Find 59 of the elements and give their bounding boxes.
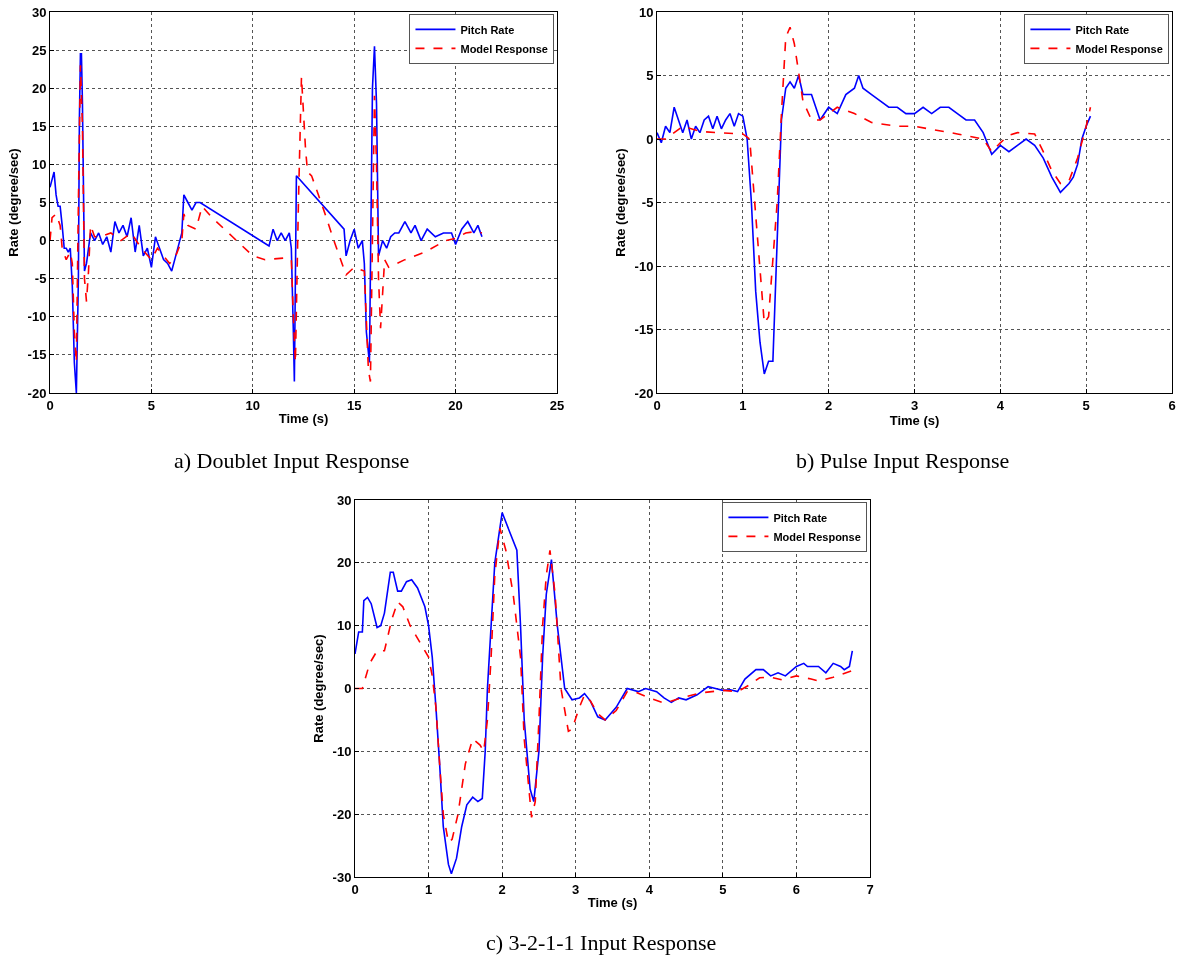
y-tick-label: 10	[31, 156, 47, 172]
y-tick-label: 20	[336, 555, 352, 571]
y-tick-label: 0	[344, 681, 352, 697]
x-tick-label: 15	[346, 397, 362, 413]
x-tick-label: 5	[719, 881, 727, 897]
text: b) Pulse Input Response	[796, 448, 1010, 473]
line-series	[657, 74, 1092, 375]
y-tick-label: -15	[634, 322, 654, 338]
y-tick-label: 30	[336, 492, 352, 508]
x-tick-label: 5	[147, 397, 156, 413]
y-tick-label: 0	[39, 233, 47, 249]
y-tick-label: -20	[332, 806, 352, 822]
x-tick-label: 6	[1168, 397, 1176, 413]
x-tick-label: 1	[424, 881, 433, 897]
y-axis-title: Rate (degree/sec)	[612, 148, 628, 257]
x-axis-title: Time (s)	[278, 411, 329, 427]
y-axis-title: Rate (degree/sec)	[5, 148, 21, 257]
y-tick-label: 15	[31, 118, 47, 134]
x-tick-label: 2	[498, 881, 506, 897]
y-tick-label: -20	[634, 385, 654, 401]
text: a) Doublet Input Response	[174, 448, 410, 473]
y-tick-label: 30	[31, 4, 47, 20]
x-tick-label: 1	[739, 397, 747, 413]
y-tick-label: -10	[634, 258, 654, 274]
x-tick-label: 20	[448, 397, 463, 413]
y-tick-label: 10	[336, 618, 352, 634]
x-tick-label: 7	[866, 881, 874, 897]
x-tick-label: 4	[996, 397, 1005, 413]
y-tick-label: -5	[34, 271, 47, 287]
x-tick-label: 4	[645, 881, 654, 897]
y-tick-label: -10	[27, 309, 47, 325]
x-tick-label: 3	[910, 397, 919, 413]
y-tick-label: 25	[31, 42, 47, 58]
x-tick-label: 3	[572, 881, 580, 897]
y-tick-label: -30	[332, 869, 352, 885]
y-axis-title: Rate (degree/sec)	[310, 634, 326, 743]
legend-label: Pitch Rate	[1075, 23, 1130, 36]
y-tick-label: -5	[641, 195, 654, 211]
y-tick-label: 10	[638, 4, 654, 20]
legend-label: Model Response	[1075, 42, 1163, 55]
y-tick-label: 5	[39, 195, 47, 211]
legend-label: Pitch Rate	[460, 23, 515, 36]
y-tick-label: -10	[332, 743, 352, 759]
legend-label: Model Response	[460, 42, 548, 55]
x-tick-label: 5	[1082, 397, 1090, 413]
text: c) 3-2-1-1 Input Response	[486, 930, 717, 955]
x-axis-title: Time (s)	[889, 412, 940, 428]
y-tick-label: 0	[646, 131, 654, 147]
x-tick-label: 10	[245, 397, 261, 413]
x-tick-label: 2	[825, 397, 833, 413]
legend-label: Pitch Rate	[773, 511, 828, 524]
y-tick-label: 5	[646, 68, 654, 84]
y-tick-label: -15	[27, 347, 47, 363]
y-tick-label: 20	[31, 80, 47, 96]
x-axis-title: Time (s)	[587, 895, 638, 911]
x-tick-label: 6	[792, 881, 801, 897]
y-tick-label: -20	[27, 385, 47, 401]
x-tick-label: 25	[549, 397, 565, 413]
legend-label: Model Response	[773, 530, 861, 543]
